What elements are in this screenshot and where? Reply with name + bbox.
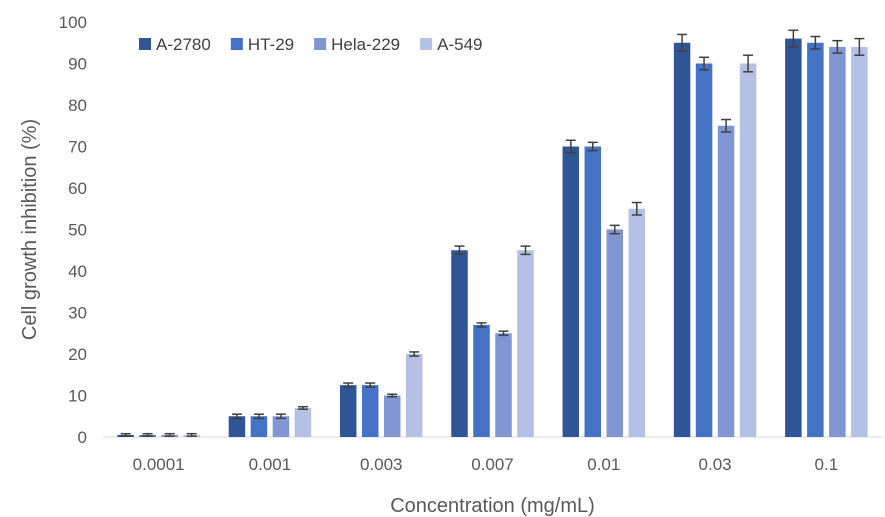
legend-item: A-549 [420, 35, 483, 54]
y-axis-title: Cell growth inhibition (%) [19, 119, 41, 340]
bar [739, 63, 757, 437]
bar [451, 250, 468, 437]
x-tick-label: 0.007 [471, 455, 514, 474]
legend-swatch [314, 38, 327, 50]
bar-group [228, 405, 312, 437]
bar-group [562, 139, 646, 437]
bar [851, 46, 868, 438]
x-axis-title: Concentration (mg/mL) [390, 495, 595, 517]
x-tick-label: 0.003 [360, 455, 403, 474]
bar [562, 146, 580, 437]
legend-swatch [420, 38, 433, 50]
legend-item: A-2780 [139, 35, 211, 54]
bar [628, 208, 646, 437]
bar [517, 250, 534, 437]
bar [495, 333, 512, 437]
bar [695, 63, 713, 437]
bar [294, 407, 312, 437]
y-tick-label: 50 [68, 221, 87, 240]
bar-group [451, 245, 534, 437]
x-tick-label: 0.01 [587, 455, 620, 474]
legend-label: A-2780 [156, 35, 211, 54]
legend-label: HT-29 [248, 35, 294, 54]
y-tick-label: 20 [68, 345, 87, 364]
bar-group [339, 351, 423, 437]
bar [405, 354, 423, 437]
bar [717, 125, 735, 437]
bar [250, 416, 268, 437]
bar-groups [117, 29, 868, 438]
legend-swatch [230, 38, 243, 50]
bar [807, 42, 824, 437]
bar-group [785, 29, 868, 438]
bar [584, 146, 602, 437]
y-tick-label: 100 [59, 13, 87, 32]
y-tick-label: 80 [68, 96, 87, 115]
bar [473, 324, 490, 437]
bar [785, 38, 802, 437]
x-tick-label: 0.03 [699, 455, 732, 474]
bar [361, 385, 379, 437]
bar [272, 416, 290, 437]
legend: A-2780 HT-29 Hela-229 A-549 [139, 35, 483, 54]
legend-item: HT-29 [230, 35, 294, 54]
legend-label: Hela-229 [331, 35, 400, 54]
y-tick-label: 60 [68, 179, 87, 198]
x-tick-label: 0.0001 [133, 455, 185, 474]
legend-swatch [139, 38, 151, 50]
y-axis-ticks: 0 10 20 30 40 50 60 70 80 90 100 [59, 13, 87, 447]
bar [228, 416, 246, 437]
bar-group [673, 33, 757, 437]
legend-label: A-549 [437, 35, 482, 54]
legend-item: Hela-229 [314, 35, 400, 54]
y-tick-label: 70 [68, 138, 87, 157]
bar [829, 46, 846, 438]
bar [673, 42, 691, 437]
y-tick-label: 0 [78, 428, 87, 447]
bar-group [117, 432, 200, 437]
y-tick-label: 40 [68, 262, 87, 281]
y-tick-label: 30 [68, 304, 87, 323]
x-axis-ticks: 0.0001 0.001 0.003 0.007 0.01 0.03 0.1 [133, 455, 839, 474]
x-tick-label: 0.001 [249, 455, 292, 474]
bar [606, 229, 624, 437]
bar [339, 385, 357, 437]
bar [383, 395, 401, 437]
y-tick-label: 90 [68, 55, 87, 74]
y-tick-label: 10 [68, 387, 87, 406]
x-tick-label: 0.1 [815, 455, 839, 474]
